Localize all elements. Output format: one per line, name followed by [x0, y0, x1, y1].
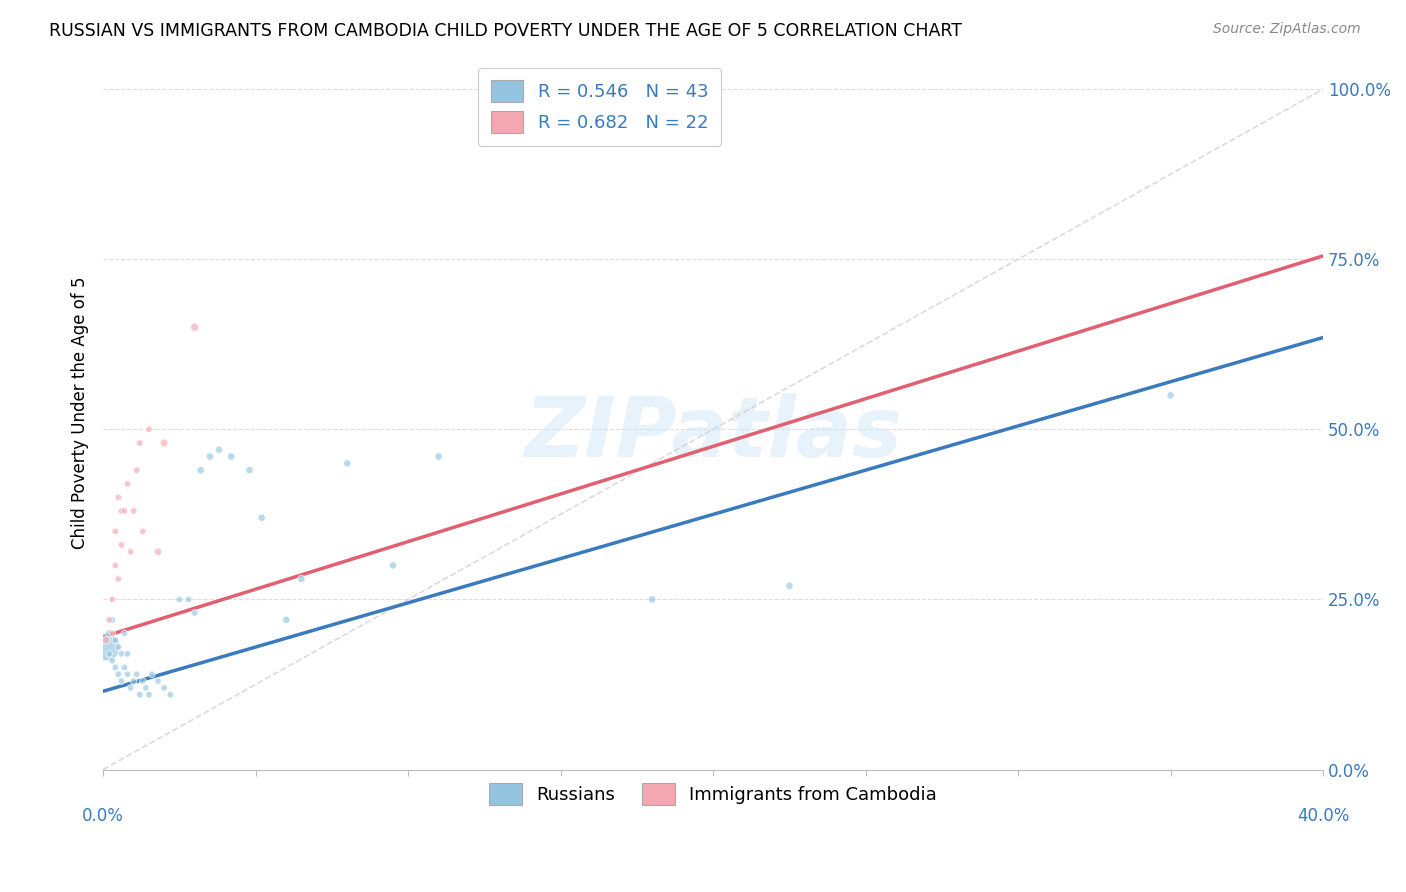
Point — [183, 320, 205, 334]
Point — [159, 688, 181, 702]
Point — [107, 667, 129, 681]
Text: ZIPatlas: ZIPatlas — [524, 393, 903, 475]
Point — [96, 633, 118, 648]
Point — [138, 422, 160, 436]
Point — [177, 592, 200, 607]
Point — [381, 558, 404, 573]
Point — [169, 592, 191, 607]
Point — [110, 647, 132, 661]
Point — [138, 688, 160, 702]
Point — [117, 647, 139, 661]
Point — [98, 647, 121, 661]
Point — [104, 558, 127, 573]
Point — [238, 463, 260, 477]
Point — [153, 436, 176, 450]
Point — [122, 504, 145, 518]
Point — [122, 674, 145, 689]
Point — [110, 538, 132, 552]
Point — [101, 626, 124, 640]
Point — [641, 592, 664, 607]
Point — [219, 450, 242, 464]
Point — [114, 660, 136, 674]
Point — [427, 450, 450, 464]
Point — [276, 613, 298, 627]
Text: RUSSIAN VS IMMIGRANTS FROM CAMBODIA CHILD POVERTY UNDER THE AGE OF 5 CORRELATION: RUSSIAN VS IMMIGRANTS FROM CAMBODIA CHIL… — [49, 22, 962, 40]
Point — [120, 545, 142, 559]
Point — [778, 579, 800, 593]
Y-axis label: Child Poverty Under the Age of 5: Child Poverty Under the Age of 5 — [72, 276, 89, 549]
Point — [98, 626, 121, 640]
Point — [101, 592, 124, 607]
Point — [208, 442, 231, 457]
Point — [114, 626, 136, 640]
Point — [132, 524, 155, 539]
Text: 40.0%: 40.0% — [1296, 807, 1350, 825]
Point — [104, 633, 127, 648]
Point — [336, 456, 359, 470]
Point — [101, 654, 124, 668]
Text: 0.0%: 0.0% — [82, 807, 124, 825]
Point — [117, 476, 139, 491]
Point — [128, 436, 150, 450]
Point — [198, 450, 221, 464]
Point — [190, 463, 212, 477]
Point — [104, 660, 127, 674]
Point — [114, 504, 136, 518]
Legend: Russians, Immigrants from Cambodia: Russians, Immigrants from Cambodia — [481, 774, 946, 814]
Point — [290, 572, 312, 586]
Point — [250, 510, 273, 524]
Point — [110, 674, 132, 689]
Point — [153, 681, 176, 695]
Point — [107, 640, 129, 654]
Point — [98, 613, 121, 627]
Point — [183, 606, 205, 620]
Point — [146, 545, 169, 559]
Point — [101, 613, 124, 627]
Point — [120, 681, 142, 695]
Point — [135, 681, 157, 695]
Point — [125, 667, 148, 681]
Point — [125, 463, 148, 477]
Point — [1160, 388, 1182, 402]
Point — [107, 572, 129, 586]
Point — [132, 674, 155, 689]
Point — [128, 688, 150, 702]
Point — [110, 504, 132, 518]
Point — [141, 667, 163, 681]
Point — [96, 640, 118, 654]
Text: Source: ZipAtlas.com: Source: ZipAtlas.com — [1213, 22, 1361, 37]
Point — [107, 491, 129, 505]
Point — [117, 667, 139, 681]
Point — [146, 674, 169, 689]
Point — [104, 524, 127, 539]
